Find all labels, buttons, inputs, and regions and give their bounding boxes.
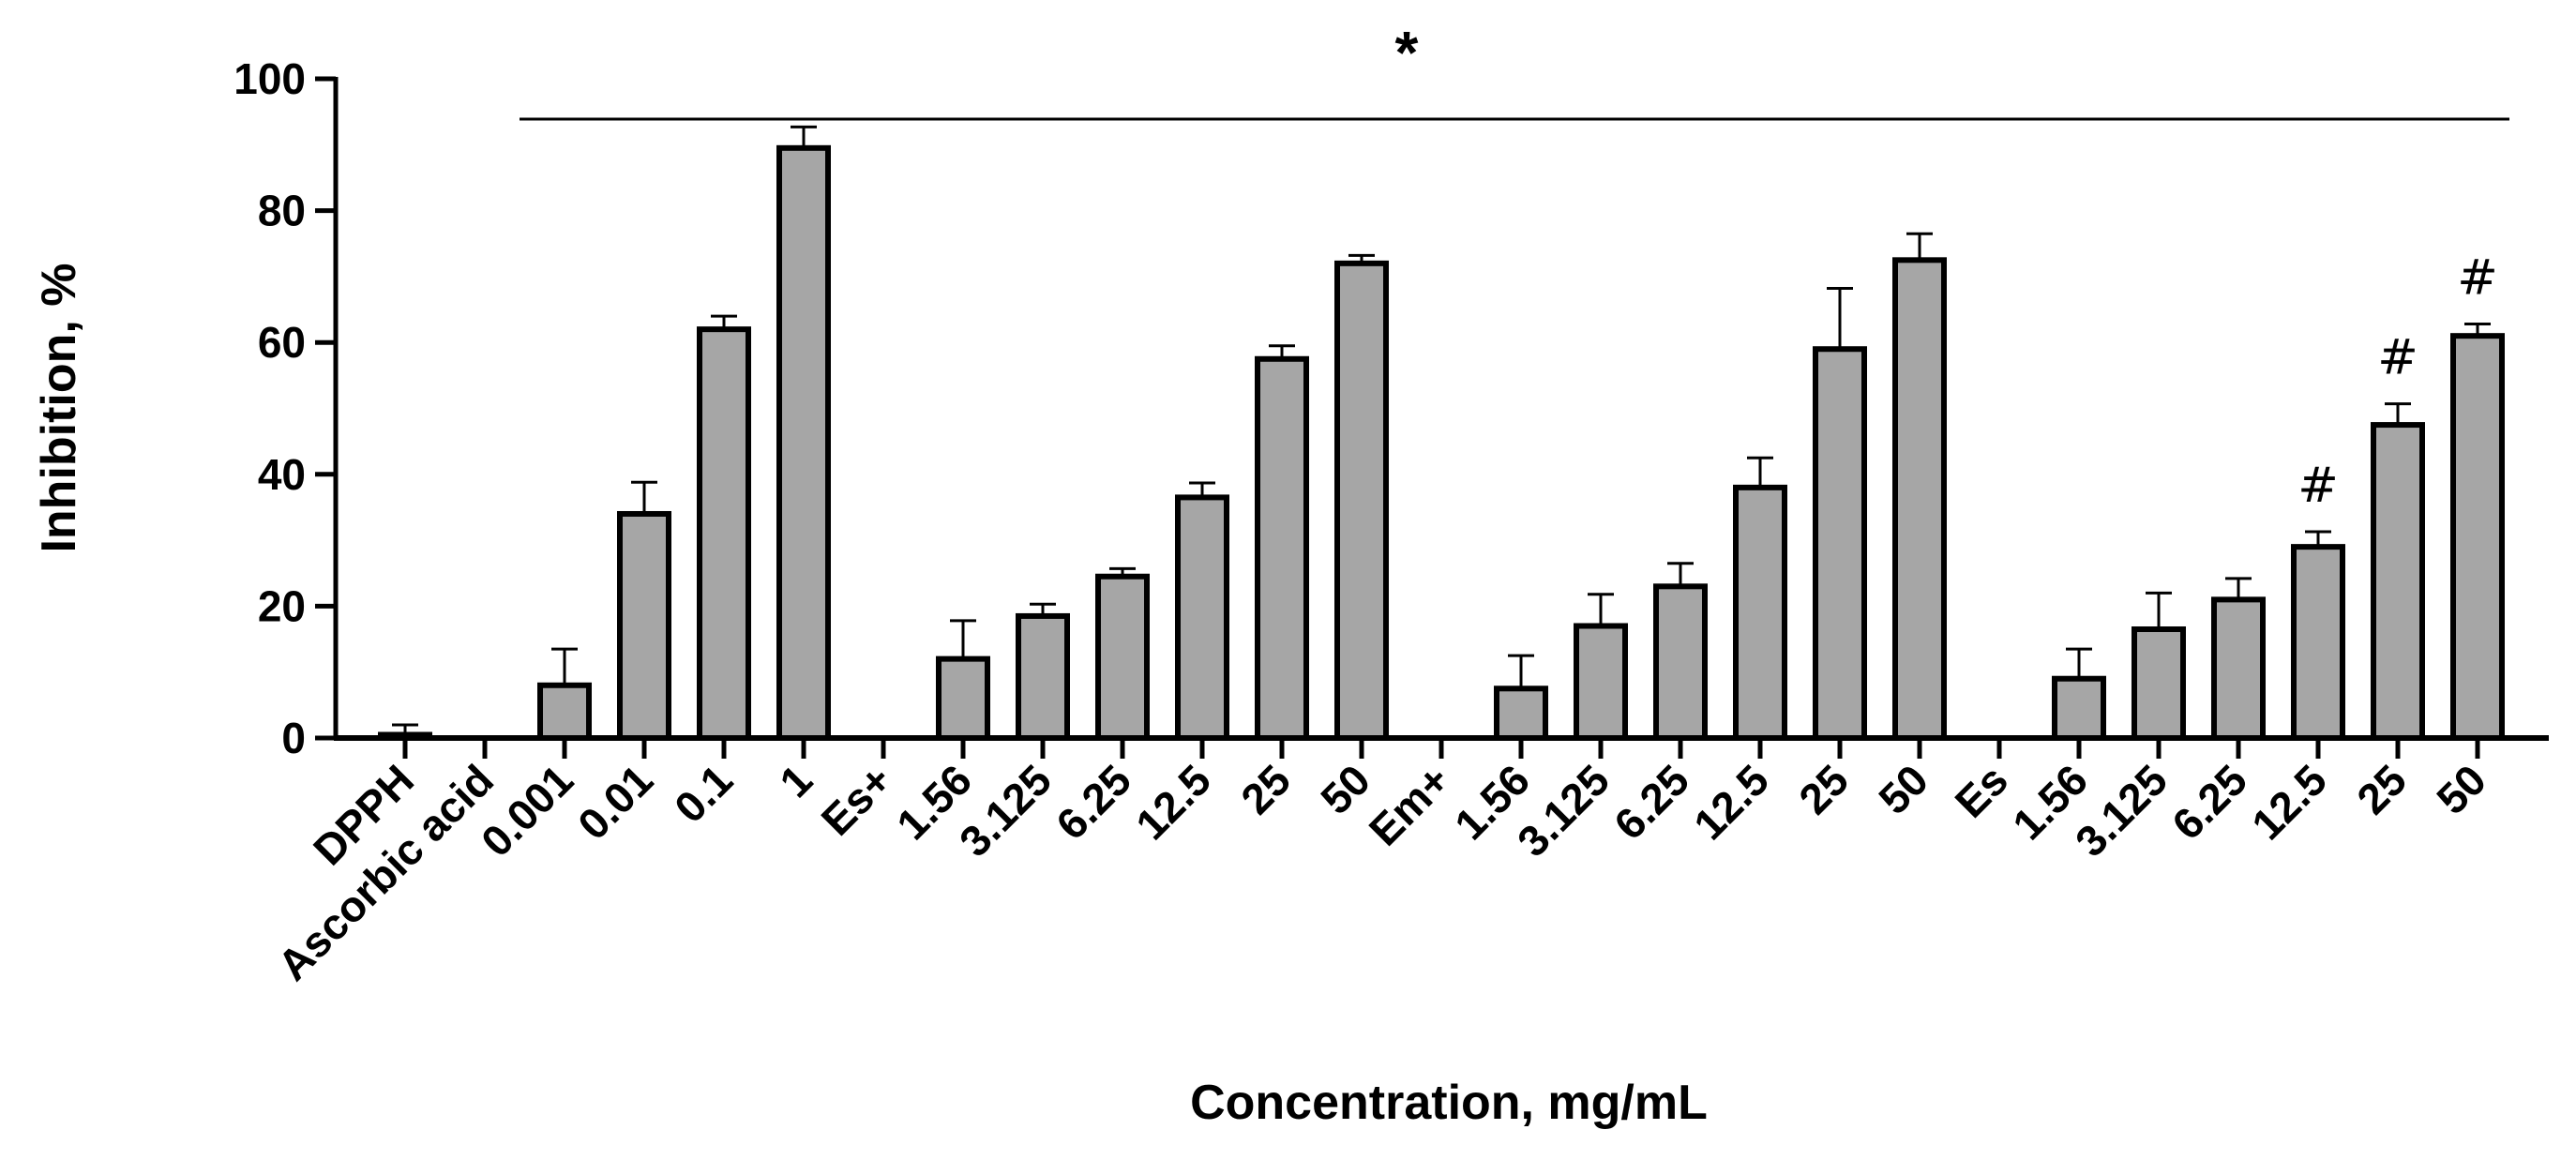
bar — [1334, 260, 1389, 741]
y-axis-title: Inhibition, % — [32, 263, 86, 552]
hash-marker: # — [2457, 250, 2498, 307]
x-category-label: 25 — [1789, 755, 1858, 823]
y-tick-label: 40 — [258, 450, 306, 499]
x-category-label: 12.5 — [1684, 755, 1778, 849]
bars-group — [378, 125, 2505, 742]
x-category-label: 3.125 — [2066, 755, 2177, 866]
bar — [2211, 596, 2266, 741]
x-category-label: 0.01 — [568, 755, 662, 849]
x-category-label: 3.125 — [1508, 755, 1619, 866]
x-axis-title: Concentration, mg/mL — [1190, 1076, 1708, 1130]
x-category-label: Es+ — [812, 755, 902, 845]
bar — [1813, 346, 1867, 741]
bar — [617, 510, 671, 741]
x-category-label: 50 — [1869, 755, 1937, 823]
bar — [2052, 675, 2106, 741]
x-category-label: 6.25 — [2162, 755, 2256, 849]
bar — [1255, 355, 1309, 741]
bar — [936, 655, 990, 742]
bar — [1494, 685, 1548, 742]
bar — [2291, 544, 2345, 741]
y-tick-label: 20 — [258, 581, 306, 630]
bar — [1733, 484, 1787, 741]
bar — [2450, 333, 2505, 741]
significance-star: * — [1395, 19, 1419, 86]
x-category-label: 0.1 — [665, 755, 742, 832]
bar — [1095, 573, 1150, 742]
x-category-label: 6.25 — [1604, 755, 1698, 849]
bar — [1175, 494, 1229, 742]
bar — [537, 682, 592, 742]
bar — [1016, 612, 1070, 741]
bar — [2132, 626, 2186, 742]
bar — [776, 144, 831, 741]
hash-marker: # — [2377, 330, 2418, 386]
x-category-label: 3.125 — [950, 755, 1061, 866]
x-category-label: 12.5 — [2242, 755, 2336, 849]
y-tick-label: 100 — [233, 54, 306, 103]
hash-marker: # — [2297, 458, 2339, 514]
x-category-label: 25 — [2347, 755, 2416, 823]
bar — [697, 326, 751, 741]
axes: 0 20 40 60 80 100 — [233, 54, 2549, 762]
bar — [1574, 623, 1628, 741]
y-tick-label: 80 — [258, 187, 306, 235]
x-category-label: 0.001 — [472, 755, 582, 866]
x-category-label: 1 — [770, 755, 821, 806]
bar — [378, 731, 432, 741]
y-tick-label: 60 — [258, 318, 306, 367]
x-category-label: 6.25 — [1047, 755, 1140, 849]
bar — [1892, 257, 1947, 741]
x-category-label: 12.5 — [1126, 755, 1220, 849]
annotations-group: * # # # — [520, 19, 2509, 514]
x-category-label: Em+ — [1360, 755, 1459, 854]
bar — [1653, 583, 1708, 741]
bar — [2371, 422, 2425, 741]
y-tick-label: 0 — [281, 714, 306, 762]
x-category-label: 25 — [1231, 755, 1300, 823]
x-category-label: 50 — [2427, 755, 2495, 823]
